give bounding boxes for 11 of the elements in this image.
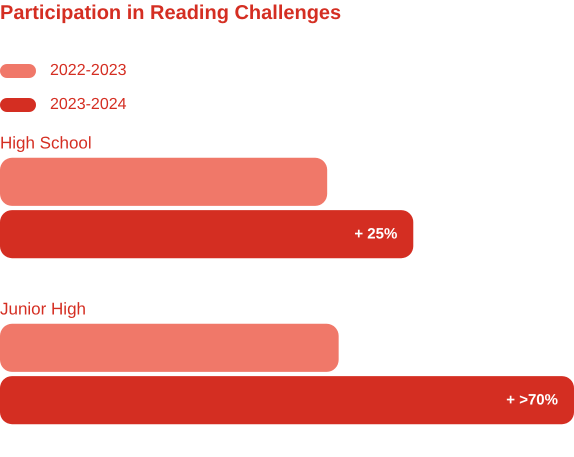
legend-label: 2022-2023 xyxy=(50,62,127,80)
bar xyxy=(0,210,414,258)
chart-title: Participation in Reading Challenges xyxy=(0,2,342,25)
bar xyxy=(0,324,339,372)
y-tick-label: High School xyxy=(0,133,92,152)
annotation: + 25% xyxy=(354,225,398,242)
bar xyxy=(0,158,328,206)
legend-label: 2023-2024 xyxy=(50,96,127,114)
bar xyxy=(0,376,574,424)
annotation: + >70% xyxy=(506,391,558,408)
y-tick-label: Junior High xyxy=(0,299,86,318)
